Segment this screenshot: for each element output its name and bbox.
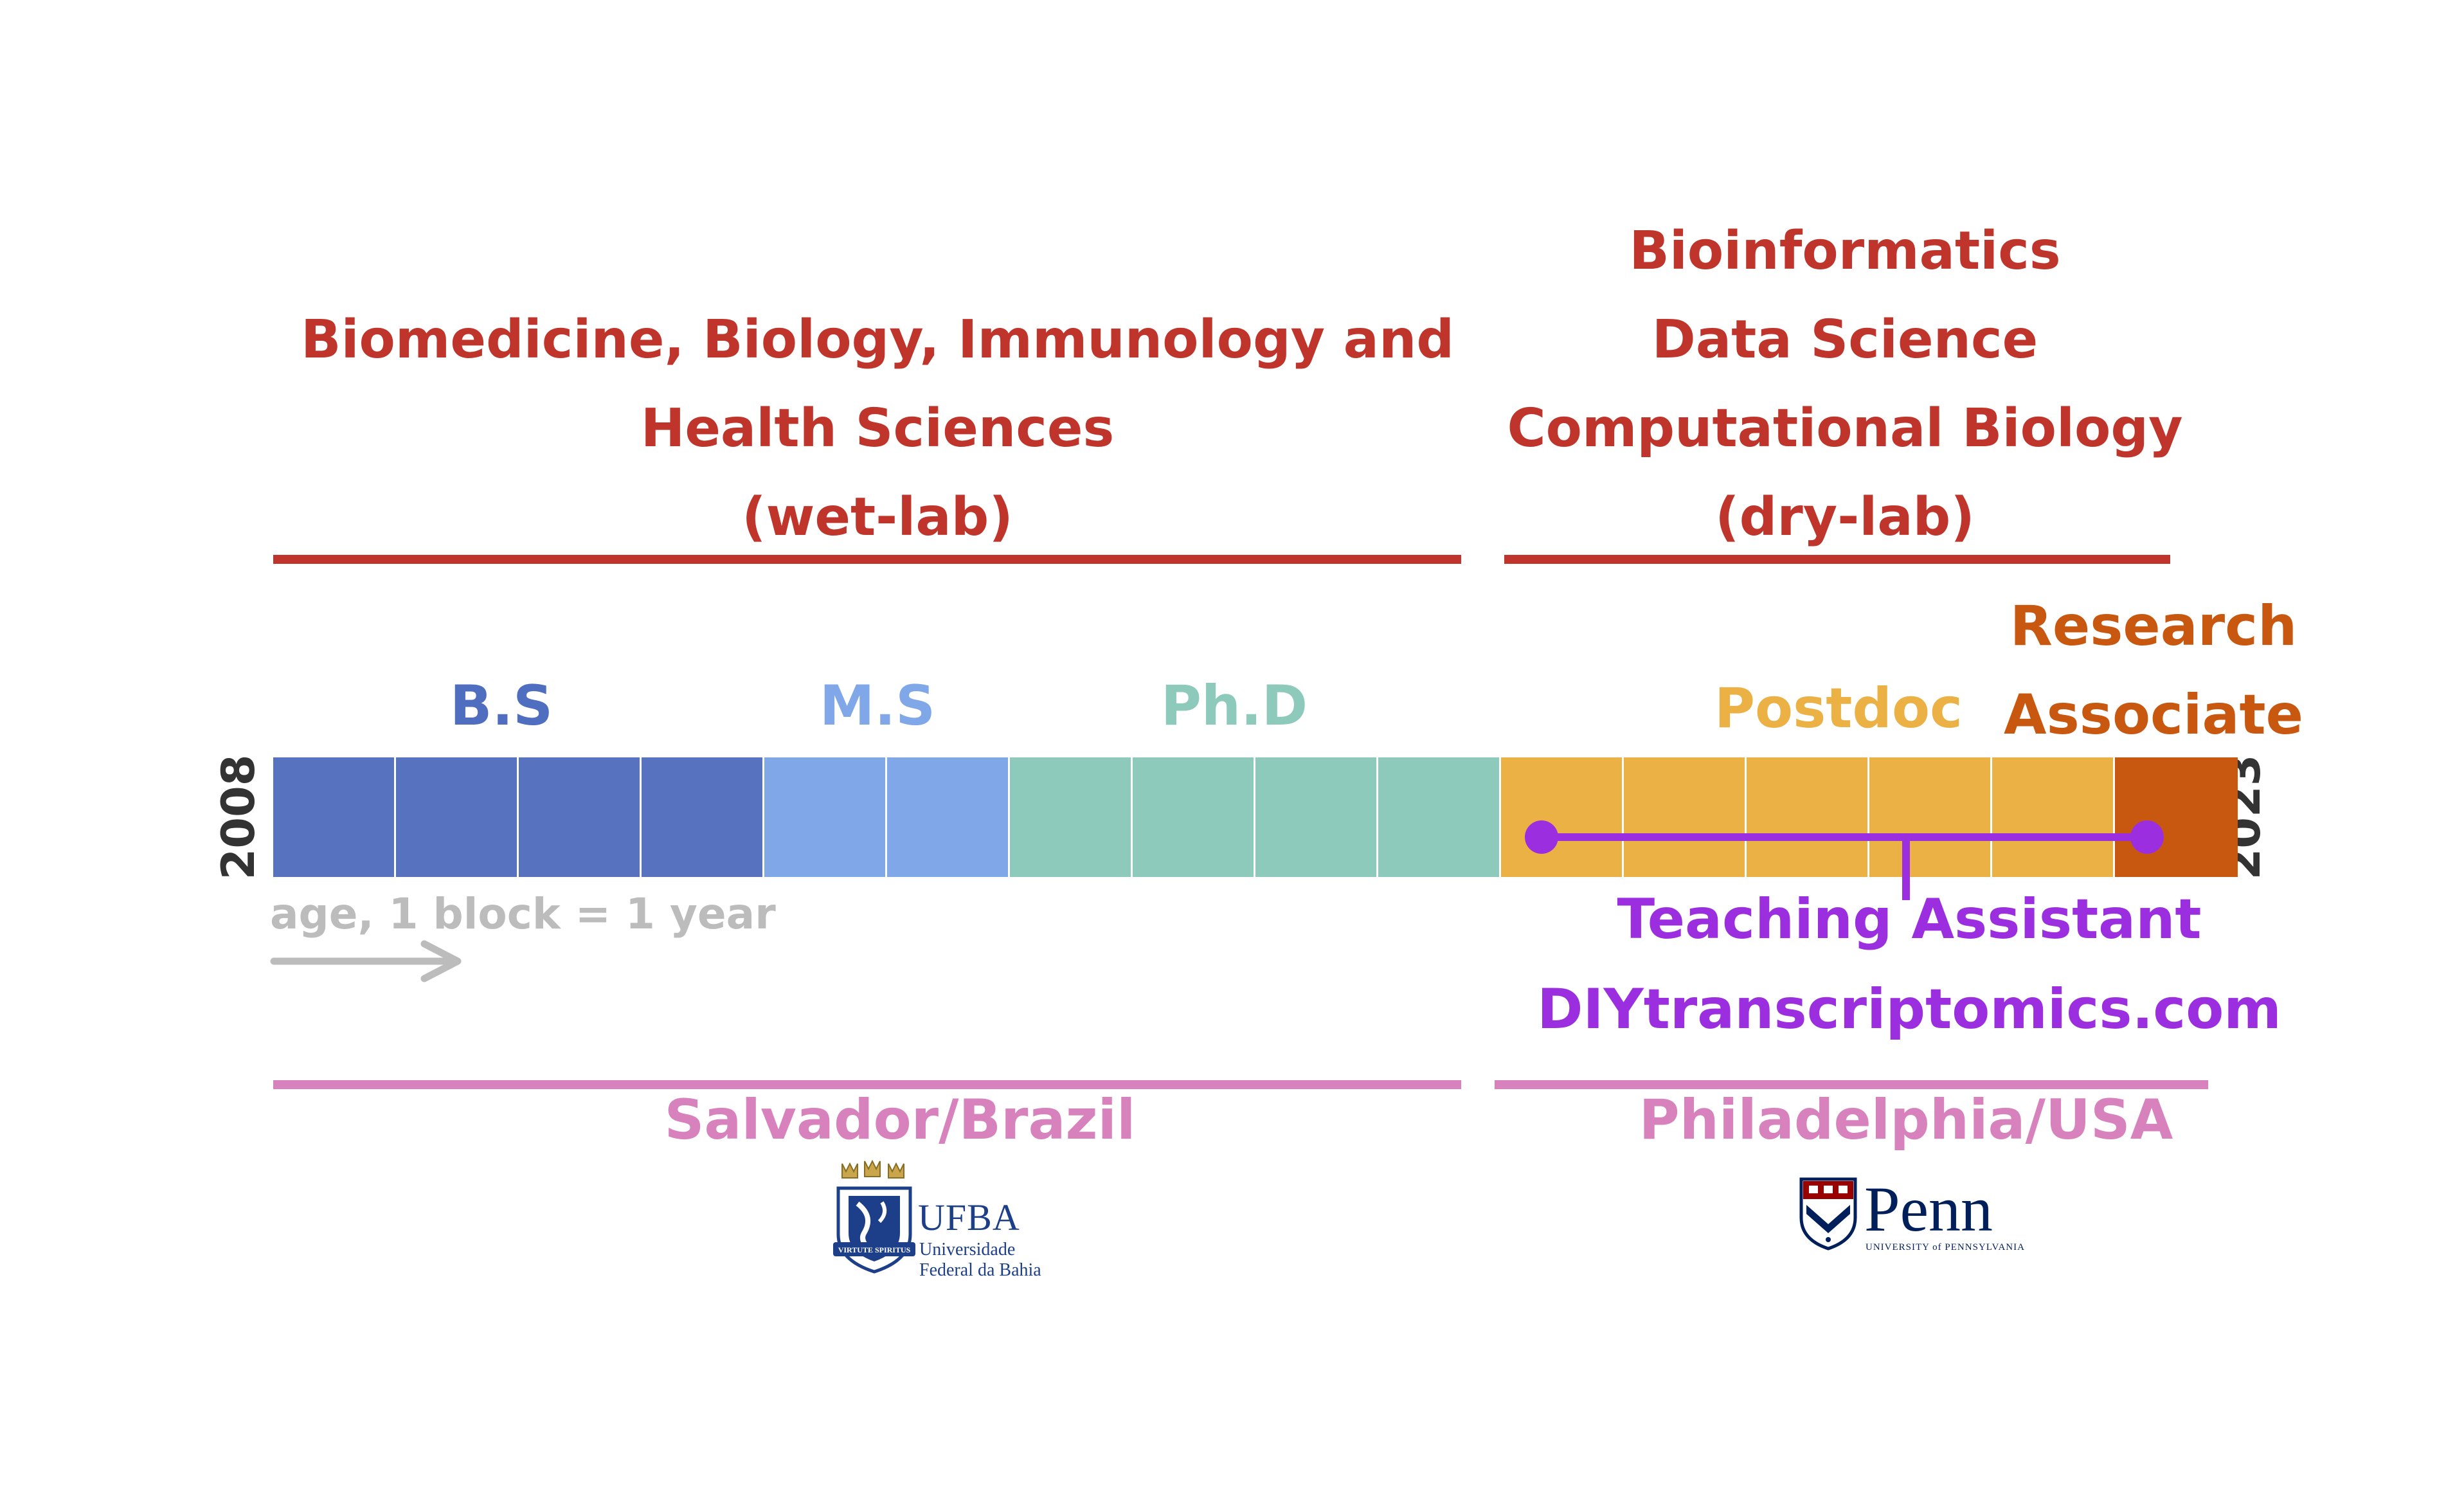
- start-year-label: 2008: [212, 754, 265, 880]
- timeline-block: [273, 757, 396, 877]
- ufba-name: UFBA: [918, 1197, 1020, 1238]
- usa-rule: [1495, 1080, 2208, 1089]
- teaching-assistant-line-1: Teaching Assistant: [1617, 887, 2202, 952]
- timeline-block: [1869, 757, 1992, 877]
- teaching-assistant-label: Teaching Assistant DIYtranscriptomics.co…: [1530, 874, 2289, 1054]
- legend-arrow-icon: [270, 940, 462, 982]
- timeline-block: [2115, 757, 2238, 877]
- penn-subtitle: UNIVERSITY of PENNSYLVANIA: [1866, 1242, 2025, 1252]
- research-associate-line-2: Associate: [2004, 683, 2303, 747]
- drylab-heading-line-1: Bioinformatics: [1629, 221, 2061, 282]
- ufba-logo: VIRTUTE SPIRITUS UFBA Universidade Feder…: [829, 1157, 1061, 1286]
- timeline-legend: age, 1 block = 1 year: [270, 889, 776, 939]
- phase-label-ms: M.S: [819, 674, 936, 738]
- research-associate-line-1: Research: [2010, 594, 2298, 658]
- brazil-rule: [273, 1080, 1461, 1089]
- drylab-heading-line-3: Computational Biology: [1507, 398, 2183, 459]
- teaching-assistant-link[interactable]: DIYtranscriptomics.com: [1537, 977, 2281, 1042]
- timeline-block: [519, 757, 642, 877]
- timeline-block: [887, 757, 1010, 877]
- timeline-block: [1255, 757, 1378, 877]
- timeline-block: [1133, 757, 1255, 877]
- drylab-heading-line-2: Data Science: [1651, 309, 2038, 370]
- wetlab-heading: Biomedicine, Biology, Immunology and Hea…: [273, 296, 1482, 562]
- timeline-block: [1992, 757, 2115, 877]
- phase-label-bs: B.S: [449, 674, 553, 738]
- timeline-block: [764, 757, 887, 877]
- teaching-bracket-end-dot: [2130, 820, 2164, 854]
- teaching-bracket-start-dot: [1525, 820, 1558, 854]
- phase-label-research-associate: Research Associate: [1974, 582, 2334, 759]
- penn-name: Penn: [1864, 1173, 1993, 1245]
- penn-shield-icon: [1799, 1177, 1857, 1251]
- penn-logo: Penn UNIVERSITY of PENNSYLVANIA: [1799, 1173, 2030, 1260]
- timeline-block: [396, 757, 519, 877]
- ufba-line-2: Federal da Bahia: [919, 1260, 1041, 1280]
- timeline-block: [1010, 757, 1133, 877]
- timeline-block: [642, 757, 764, 877]
- ufba-crest-icon: VIRTUTE SPIRITUS: [833, 1159, 915, 1274]
- timeline-block: [1501, 757, 1624, 877]
- teaching-assistant-bracket: [1525, 820, 2164, 900]
- drylab-rule: [1504, 555, 2170, 564]
- drylab-heading: Bioinformatics Data Science Computationa…: [1504, 207, 2186, 562]
- drylab-heading-line-4: (dry-lab): [1715, 487, 1975, 548]
- timeline-block: [1747, 757, 1869, 877]
- timeline-block: [1624, 757, 1747, 877]
- timeline-block: [1378, 757, 1501, 877]
- location-brazil: Salvador/Brazil: [664, 1088, 1136, 1152]
- ufba-line-1: Universidade: [919, 1240, 1016, 1260]
- ufba-motto: VIRTUTE SPIRITUS: [838, 1245, 911, 1254]
- wetlab-heading-line-2: Health Sciences: [640, 398, 1115, 459]
- phase-label-postdoc: Postdoc: [1714, 676, 1963, 741]
- wetlab-heading-line-3: (wet-lab): [742, 487, 1013, 548]
- phase-label-phd: Ph.D: [1160, 674, 1308, 738]
- wetlab-heading-line-1: Biomedicine, Biology, Immunology and: [300, 309, 1455, 370]
- wetlab-rule: [273, 555, 1461, 564]
- location-usa: Philadelphia/USA: [1639, 1088, 2173, 1152]
